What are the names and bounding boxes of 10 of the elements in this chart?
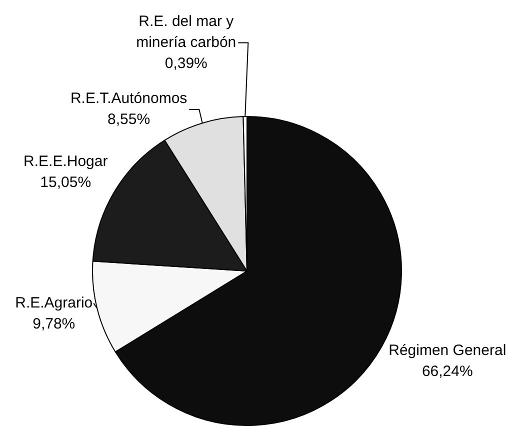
- data-label: 15,05%: [40, 174, 92, 191]
- slice-label: R.E.Agrario: [15, 294, 93, 312]
- slice-label: Régimen General: [388, 342, 506, 359]
- data-label: 0,39%: [164, 54, 208, 72]
- data-label: 66,24%: [422, 362, 473, 380]
- slice-label: R.E.E.Hogar: [24, 152, 108, 170]
- slice-label: R.E. del mar y minería carbón: [136, 12, 236, 51]
- slice-label: R.E.T.Autónomos: [70, 90, 188, 108]
- data-label: 8,55%: [108, 111, 150, 128]
- data-label: 9,78%: [32, 315, 76, 332]
